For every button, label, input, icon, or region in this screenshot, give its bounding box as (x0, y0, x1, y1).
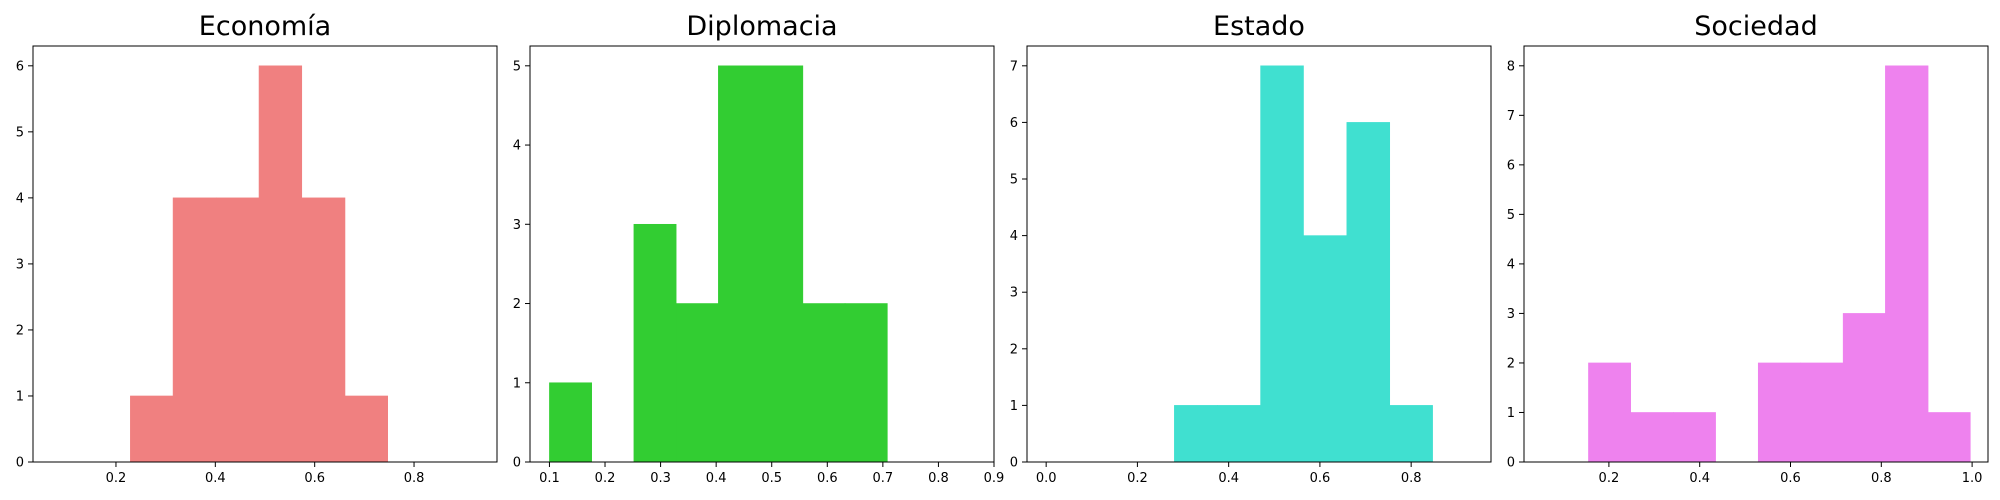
plot-frame (529, 45, 995, 463)
x-tick-label: 0.4 (205, 471, 226, 486)
histogram-bar (1389, 405, 1433, 463)
x-tick-label: 0.8 (1401, 471, 1422, 486)
y-tick-label: 0 (513, 456, 521, 471)
histogram-bar (1927, 412, 1971, 463)
y-tick-label: 6 (16, 59, 24, 74)
y-tick-label: 2 (1010, 342, 1018, 357)
y-tick-label: 5 (16, 125, 24, 140)
y-tick-label: 3 (16, 257, 24, 272)
panel-3: 0.0 0.2 0.4 0.6 0.8 0 1 2 3 4 5 6 7 Estado (1010, 11, 1492, 486)
histogram-bar (1588, 362, 1631, 463)
x-tick-label: 0.0 (1036, 471, 1057, 486)
y-tick-label: 5 (1507, 208, 1515, 223)
panel-2: 0.1 0.2 0.3 0.4 0.5 0.6 0.7 0.8 0.9 0 1 2 3 4 5 Diploma… (513, 11, 1005, 486)
histogram-bar (301, 197, 346, 463)
y-tick-label: 0 (1010, 456, 1018, 471)
histogram-bar (718, 65, 761, 463)
histogram-bar (1757, 362, 1801, 463)
histogram-bar (1303, 235, 1348, 463)
y-tick-label: 6 (1507, 158, 1515, 173)
y-tick-label: 3 (1010, 286, 1018, 301)
histogram-bar (344, 395, 389, 463)
x-tick-label: 0.6 (817, 471, 838, 486)
y-tick-label: 4 (16, 191, 24, 206)
x-tick-label: 0.8 (1871, 471, 1892, 486)
x-tick-label: 0.8 (404, 471, 425, 486)
y-tick-label: 2 (16, 323, 24, 338)
x-tick-label: 0.1 (539, 471, 560, 486)
y-tick-label: 3 (1507, 307, 1515, 322)
chart-title: Economía (199, 11, 331, 42)
y-tick-label: 4 (1507, 257, 1515, 272)
histogram-bar (844, 303, 888, 463)
y-tick-label: 4 (513, 139, 521, 154)
y-tick-label: 4 (1010, 229, 1018, 244)
x-tick-label: 0.2 (1599, 471, 1620, 486)
histogram-bar (675, 303, 719, 463)
histogram-bar (1174, 405, 1219, 463)
x-tick-label: 0.2 (595, 471, 616, 486)
y-tick-label: 1 (1010, 399, 1018, 414)
y-tick-label: 3 (513, 218, 521, 233)
histogram-bar (1260, 65, 1304, 463)
x-tick-label: 0.4 (1689, 471, 1710, 486)
histogram-bar (1630, 412, 1674, 463)
plot-frame (1523, 45, 1989, 463)
plot-frame (32, 45, 498, 463)
x-tick-label: 0.8 (928, 471, 949, 486)
x-tick-label: 0.7 (873, 471, 894, 486)
y-tick-label: 1 (16, 389, 24, 404)
histogram-bar (1842, 313, 1886, 463)
x-tick-label: 0.6 (304, 471, 325, 486)
x-tick-label: 0.5 (761, 471, 782, 486)
y-tick-label: 6 (1010, 116, 1018, 131)
panel-4: 0.2 0.4 0.6 0.8 1.0 0 1 2 3 4 5 6 7 8 Sociedad (1507, 11, 1989, 486)
x-tick-label: 0.2 (106, 471, 127, 486)
panel-1: 0.2 0.4 0.6 0.8 0 1 2 3 4 5 6 Economía (16, 11, 498, 486)
y-tick-label: 5 (513, 59, 521, 74)
histogram-bar (130, 395, 174, 463)
histogram-bar (1217, 405, 1261, 463)
chart-title: Diplomacia (686, 11, 837, 42)
x-tick-label: 0.6 (1310, 471, 1331, 486)
histogram-bar (172, 197, 217, 463)
x-tick-label: 0.4 (1218, 471, 1239, 486)
plot-frame (1026, 45, 1492, 463)
y-tick-label: 1 (513, 376, 521, 391)
x-tick-label: 0.4 (706, 471, 727, 486)
histogram-bar (1885, 65, 1929, 463)
y-tick-label: 7 (1010, 59, 1018, 74)
x-tick-label: 1.0 (1962, 471, 1983, 486)
y-tick-label: 2 (513, 297, 521, 312)
histogram-bar (1800, 362, 1844, 463)
histogram-bar (549, 382, 592, 463)
histogram-bar (760, 65, 804, 463)
x-tick-label: 0.9 (984, 471, 1005, 486)
x-tick-label: 0.6 (1780, 471, 1801, 486)
histogram-bar (1673, 412, 1716, 463)
y-tick-label: 0 (1507, 456, 1515, 471)
y-tick-label: 8 (1507, 59, 1515, 74)
histogram-bar (802, 303, 846, 463)
y-tick-label: 2 (1507, 356, 1515, 371)
chart-title: Sociedad (1694, 11, 1817, 42)
x-tick-label: 0.3 (650, 471, 671, 486)
x-tick-label: 0.2 (1127, 471, 1148, 486)
histogram-bar (216, 197, 260, 463)
chart-title: Estado (1213, 11, 1305, 42)
histogram-bar (258, 65, 303, 463)
histogram-bar (633, 223, 677, 463)
y-tick-label: 7 (1507, 109, 1515, 124)
y-tick-label: 1 (1507, 406, 1515, 421)
y-tick-label: 5 (1010, 173, 1018, 188)
histogram-bar (1346, 122, 1391, 463)
y-tick-label: 0 (16, 456, 24, 471)
